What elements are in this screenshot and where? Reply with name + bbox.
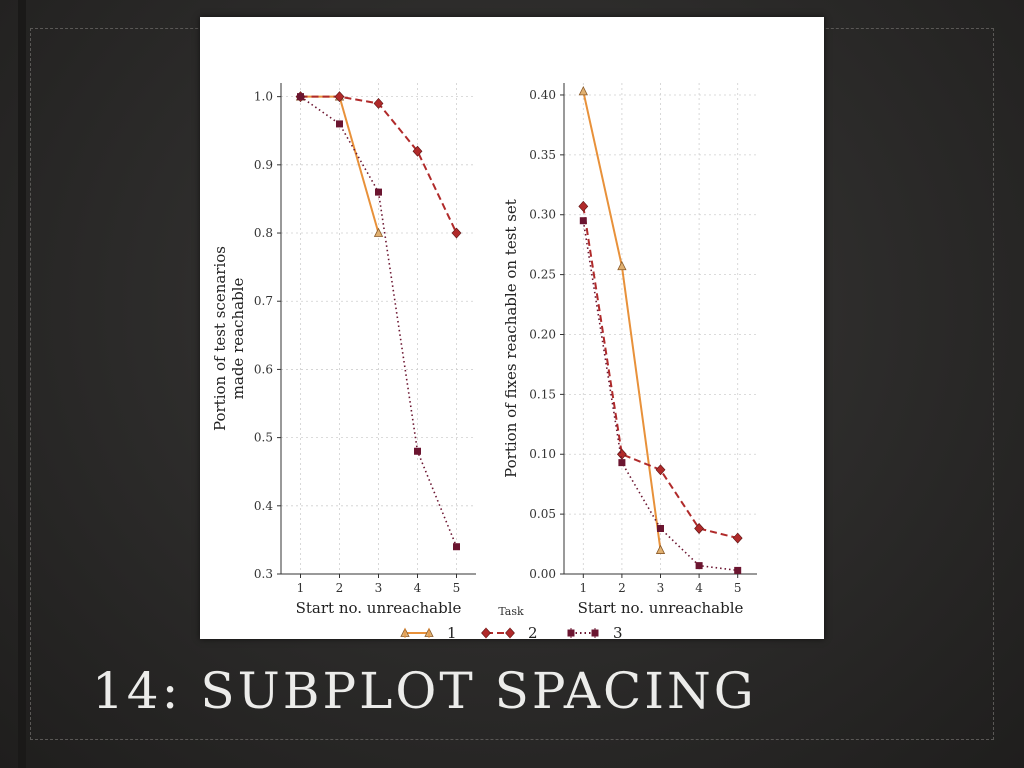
series-3 [297, 93, 460, 551]
x-tick-label: 3 [657, 581, 665, 595]
series-2 [578, 200, 743, 544]
y-tick-label: 0.25 [529, 268, 556, 282]
data-point [655, 464, 666, 476]
y-tick-label: 0.10 [529, 447, 556, 461]
y-axis-label: made reachable [229, 278, 247, 400]
y-tick-label: 0.30 [529, 208, 556, 222]
data-point [453, 543, 460, 551]
series-1 [578, 85, 666, 554]
y-tick-label: 0.05 [529, 507, 556, 521]
subplot-2: 0.00 0.05 0.10 0.15 0.20 0.25 0.30 0.35 0.40 1 2 3 4… [502, 83, 757, 617]
data-point [694, 523, 705, 534]
data-point [618, 459, 626, 467]
slide-left-edge [18, 0, 26, 768]
x-tick-label: 4 [414, 581, 422, 595]
x-tick-label: 1 [297, 581, 305, 595]
series-3 [579, 217, 742, 574]
y-tick-label: 0.4 [254, 499, 273, 513]
y-tick-label: 0.00 [529, 567, 556, 581]
data-point [734, 566, 742, 574]
y-tick-label: 0.3 [254, 567, 273, 581]
data-point [616, 448, 627, 460]
data-point [336, 120, 343, 128]
y-tick-label: 0.9 [254, 158, 273, 172]
x-tick-label: 1 [579, 581, 587, 595]
data-point [732, 532, 743, 544]
data-point [657, 524, 664, 532]
x-axis-label: Start no. unreachable [296, 599, 462, 617]
slide-title: 14: SUBPLOT SPACING [92, 662, 757, 720]
y-tick-label: 1.0 [254, 90, 273, 104]
data-point [617, 260, 627, 271]
legend: Task 1 2 3 [400, 605, 623, 639]
data-point [414, 447, 421, 455]
y-tick-label: 0.15 [529, 387, 556, 401]
data-point [655, 544, 666, 554]
x-tick-label: 3 [375, 581, 383, 595]
data-point [578, 85, 588, 96]
legend-label: 3 [613, 624, 623, 639]
y-tick-label: 0.6 [254, 362, 273, 376]
x-tick-label: 2 [618, 581, 626, 595]
data-point [579, 217, 587, 225]
data-point [412, 145, 423, 157]
series-line [582, 91, 662, 551]
data-point [334, 91, 345, 103]
data-point [297, 93, 304, 101]
y-tick-label: 0.40 [529, 88, 556, 102]
data-point [373, 227, 384, 237]
legend-title: Task [498, 605, 524, 618]
legend-label: 1 [447, 624, 457, 639]
x-tick-label: 5 [734, 581, 742, 595]
subplot-1: 0.3 0.4 0.5 0.6 0.7 0.8 0.9 1.0 1 2 3 4 5 Start no. u… [211, 83, 476, 617]
x-tick-label: 2 [336, 581, 344, 595]
x-tick-label: 5 [453, 581, 461, 595]
legend-entry-3: 3 [567, 624, 623, 639]
x-tick-label: 4 [695, 581, 703, 595]
figure-card: 0.3 0.4 0.5 0.6 0.7 0.8 0.9 1.0 1 2 3 4 5 Start no. u… [200, 17, 824, 639]
data-point [375, 188, 382, 196]
y-tick-label: 0.8 [254, 226, 273, 240]
data-point [695, 562, 703, 570]
data-point [451, 227, 462, 239]
y-tick-label: 0.7 [254, 294, 273, 308]
legend-entry-1: 1 [400, 624, 457, 639]
y-tick-label: 0.20 [529, 327, 556, 341]
data-point [373, 98, 384, 109]
data-point [578, 200, 589, 212]
series-line [582, 220, 738, 572]
y-axis-label: Portion of fixes reachable on test set [502, 199, 520, 478]
y-tick-label: 0.5 [254, 431, 273, 445]
y-axis-label: Portion of test scenarios [211, 246, 229, 431]
y-tick-label: 0.35 [529, 148, 556, 162]
legend-label: 2 [528, 624, 538, 639]
figure-svg: 0.3 0.4 0.5 0.6 0.7 0.8 0.9 1.0 1 2 3 4 5 Start no. u… [211, 83, 757, 639]
x-axis-label: Start no. unreachable [578, 599, 744, 617]
legend-entry-2: 2 [481, 624, 538, 639]
